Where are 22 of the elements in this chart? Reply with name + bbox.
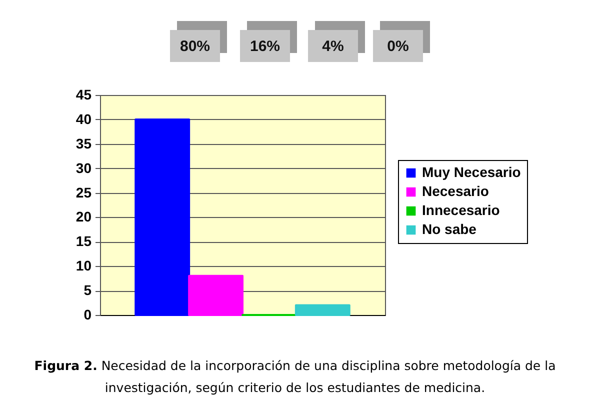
bar (188, 274, 244, 316)
text: 4% (308, 30, 358, 62)
y-tick-label: 20 (76, 208, 92, 225)
y-tick-label: 30 (76, 160, 92, 176)
legend-label: Necesario (422, 183, 489, 199)
y-tick-label: 10 (76, 258, 92, 274)
bar (134, 118, 190, 316)
legend-label: No sabe (422, 221, 477, 237)
legend-label: Innecesario (422, 202, 500, 218)
text: 0% (373, 30, 423, 62)
y-tick-label: 40 (76, 110, 92, 127)
text: 16% (240, 30, 290, 62)
y-tick-label: 35 (76, 135, 92, 152)
y-tick-label: 5 (84, 282, 92, 298)
text: Figura 2. Necesidad de la incorporación de una disciplina sobre metodología de la investigación, según criterio de los estudiantes de medicina. (33, 357, 557, 397)
legend-label: Muy Necesario (422, 164, 521, 180)
y-tick-label: 25 (76, 184, 92, 200)
y-tick-label: 45 (76, 86, 92, 102)
y-tick-label: 0 (84, 306, 92, 322)
y-tick-label: 15 (76, 233, 92, 250)
bar (294, 304, 350, 316)
text: 80% (170, 30, 220, 62)
